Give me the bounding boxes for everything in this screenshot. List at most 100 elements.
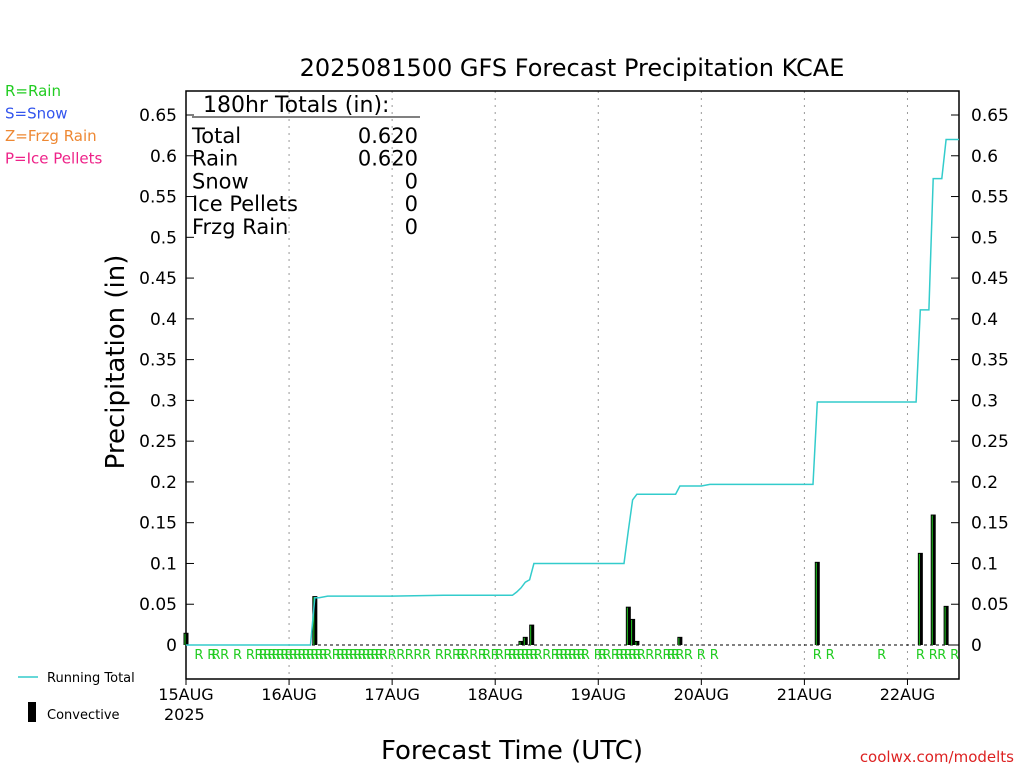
x-tick-label-5: 20AUG (674, 685, 729, 704)
y-axis-right: 0 0.05 0.1 0.15 0.2 0.25 0.3 0.35 0.4 0.45 0.5 0.55… (951, 106, 1009, 656)
y-tick-label-left-2: 0.1 (150, 554, 177, 574)
y-tick-label-left-5: 0.25 (139, 432, 177, 452)
y-tick-label-left-4: 0.2 (150, 473, 177, 493)
totals-value-2: 0 (405, 169, 418, 193)
chart-title: 2025081500 GFS Forecast Precipitation KC… (300, 54, 845, 82)
precip-type-mark-91: R (937, 648, 946, 663)
y-tick-label-left-9: 0.45 (139, 269, 177, 289)
precip-type-mark-60: R (555, 648, 564, 663)
precip-type-mark-92: R (950, 648, 959, 663)
precip-bar-11 (930, 514, 936, 645)
y-tick-label-right-12: 0.6 (971, 147, 998, 167)
precip-type-mark-65: R (577, 648, 586, 663)
plot-frame (185, 90, 960, 680)
precip-type-mark-20: R (315, 648, 324, 663)
precip-type-mark-8: R (263, 648, 272, 663)
precip-type-mark-45: R (469, 648, 478, 663)
precip-type-mark-47: R (482, 648, 491, 663)
precip-bar-0 (183, 632, 189, 645)
precip-type-mark-69: R (602, 648, 611, 663)
precip-type-mark-30: R (362, 648, 371, 663)
precip-type-mark-80: R (667, 648, 676, 663)
precip-bar-2 (518, 640, 524, 645)
y-tick-label-left-7: 0.35 (139, 351, 177, 371)
precip-type-mark-25: R (340, 648, 349, 663)
x-tick-label-0: 15AUG (158, 685, 213, 704)
x-tick-label-6: 21AUG (777, 685, 832, 704)
y-tick-label-right-8: 0.4 (971, 310, 998, 330)
totals-value-1: 0.620 (358, 147, 418, 171)
precip-type-mark-31: R (366, 648, 375, 663)
legend-convective-label: Convective (47, 708, 120, 723)
precip-type-mark-15: R (293, 648, 302, 663)
precip-type-mark-64: R (572, 648, 581, 663)
precip-type-mark-52: R (512, 648, 521, 663)
precip-type-mark-16: R (297, 648, 306, 663)
y-axis-left: 0 0.05 0.1 0.15 0.2 0.25 0.3 0.35 0.4 0.45 0.5 0.55… (139, 106, 194, 656)
precip-type-mark-2: R (212, 648, 221, 663)
precip-type-mark-18: R (306, 648, 315, 663)
precip-type-mark-21: R (319, 648, 328, 663)
precip-type-mark-83: R (684, 648, 693, 663)
y-tick-label-right-9: 0.45 (971, 269, 1009, 289)
precip-type-mark-39: R (422, 648, 431, 663)
y-tick-label-right-2: 0.1 (971, 554, 998, 574)
precip-type-mark-50: R (504, 648, 513, 663)
y-tick-label-right-10: 0.5 (971, 228, 998, 248)
precip-type-mark-11: R (276, 648, 285, 663)
precip-bars (183, 514, 949, 645)
grid-lines (288, 91, 908, 679)
precip-type-mark-1: R (207, 648, 216, 663)
precip-type-mark-22: R (323, 648, 332, 663)
y-tick-label-right-6: 0.3 (971, 391, 998, 411)
precip-type-mark-23: R (332, 648, 341, 663)
precip-type-mark-88: R (877, 648, 886, 663)
precip-type-mark-33: R (375, 648, 384, 663)
precip-bar-1 (312, 596, 318, 645)
precip-type-mark-36: R (396, 648, 405, 663)
precip-type-mark-40: R (435, 648, 444, 663)
precip-type-mark-44: R (461, 648, 470, 663)
totals-value-4: 0 (405, 215, 418, 239)
precip-bar-12 (943, 605, 949, 645)
precip-type-mark-84: R (697, 648, 706, 663)
totals-label-3: Ice Pellets (192, 192, 298, 216)
precip-bar-8 (677, 636, 683, 645)
totals-box: 180hr Totals (in): Total 0.620 Rain 0.620 Sn… (191, 93, 420, 239)
y-tick-label-left-10: 0.5 (150, 228, 177, 248)
precip-type-mark-90: R (929, 648, 938, 663)
x-axis-label: Forecast Time (UTC) (381, 736, 643, 766)
precip-type-mark-4: R (233, 648, 242, 663)
y-tick-label-left-6: 0.3 (150, 391, 177, 411)
precip-type-mark-37: R (405, 648, 414, 663)
precip-type-mark-32: R (370, 648, 379, 663)
x-tick-label-4: 19AUG (571, 685, 626, 704)
precip-type-mark-43: R (456, 648, 465, 663)
precip-type-mark-9: R (267, 648, 276, 663)
precip-type-mark-24: R (336, 648, 345, 663)
precip-type-mark-5: R (246, 648, 255, 663)
precip-type-mark-59: R (551, 648, 560, 663)
totals-label-4: Frzg Rain (192, 215, 288, 239)
precip-type-mark-0: R (194, 648, 203, 663)
precip-type-mark-38: R (413, 648, 422, 663)
totals-label-1: Rain (192, 147, 238, 171)
y-tick-label-left-12: 0.6 (150, 147, 177, 167)
precip-type-mark-81: R (671, 648, 680, 663)
y-tick-label-right-3: 0.15 (971, 514, 1009, 534)
legend-running-total-label: Running Total (47, 671, 135, 686)
precip-type-mark-66: R (581, 648, 590, 663)
totals-value-3: 0 (405, 192, 418, 216)
precip-type-mark-57: R (534, 648, 543, 663)
precip-type-mark-61: R (559, 648, 568, 663)
precip-type-mark-70: R (611, 648, 620, 663)
y-tick-label-right-0: 0 (971, 636, 982, 656)
precip-type-mark-78: R (654, 648, 663, 663)
precip-type-mark-10: R (272, 648, 281, 663)
running-total-line (186, 138, 959, 646)
y-tick-label-left-8: 0.4 (150, 310, 177, 330)
y-tick-label-right-11: 0.55 (971, 188, 1009, 208)
